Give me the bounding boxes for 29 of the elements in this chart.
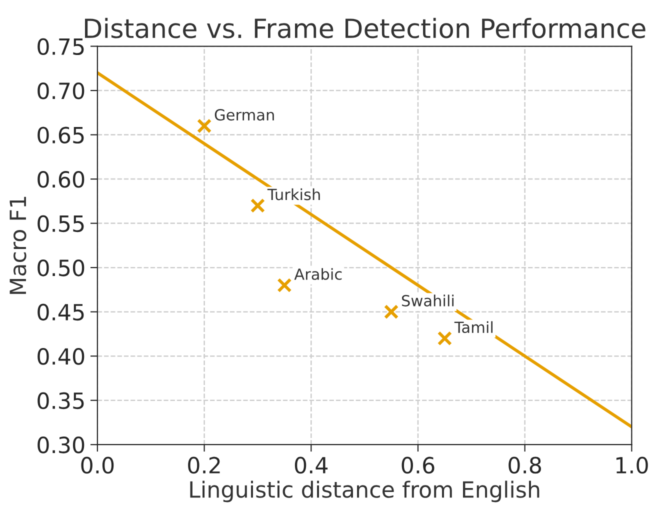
annotation: Arabic [294, 268, 342, 280]
annotation: German [214, 109, 274, 121]
y-tick-label: 0.40 [38, 348, 84, 365]
chart-title: Distance vs. Frame Detection Performance [84, 18, 646, 38]
x-tick-label: 1.0 [616, 456, 648, 474]
annotation: Turkish [267, 188, 320, 200]
x-axis-title: Linguistic distance from English [190, 480, 540, 502]
x-tick-label: 0.2 [188, 456, 220, 474]
y-tick-label: 0.45 [38, 304, 84, 321]
annotation: Tamil [454, 321, 493, 334]
y-tick-label: 0.65 [38, 126, 84, 144]
x-tick-label: 0.6 [402, 456, 434, 474]
annotation: Swahili [402, 294, 454, 306]
x-tick-label: 0.0 [81, 456, 114, 474]
point [196, 118, 212, 134]
y-tick-label: 0.60 [38, 170, 84, 188]
point [277, 278, 292, 293]
point [437, 331, 452, 346]
y-axis-title: Macro F1 [10, 196, 26, 294]
y-tick-label: 0.70 [38, 82, 84, 100]
y-tick-label: 0.30 [38, 436, 84, 454]
y-tick-label: 0.35 [38, 392, 84, 410]
x-tick-label: 0.4 [294, 456, 328, 474]
point [384, 304, 399, 320]
point [250, 198, 266, 213]
y-tick-label: 0.75 [38, 38, 84, 56]
y-tick-label: 0.50 [38, 260, 84, 276]
y-tick-label: 0.55 [38, 215, 84, 232]
x-tick-label: 0.8 [508, 456, 541, 474]
